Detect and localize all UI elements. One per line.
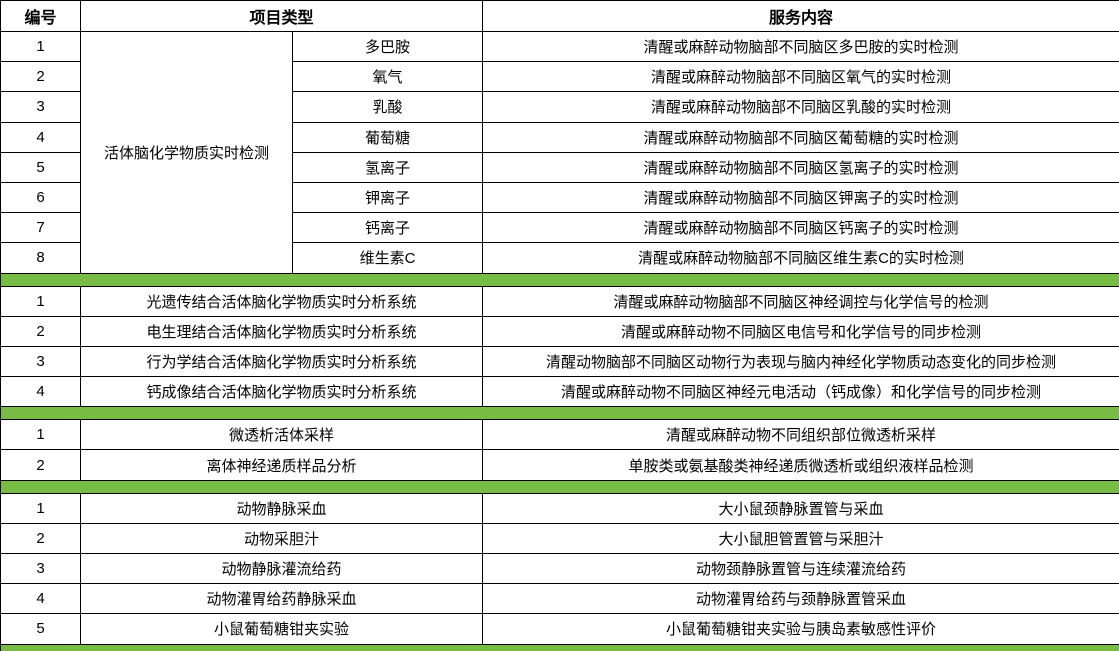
row-number-cell: 2 bbox=[0, 315, 81, 347]
header-project-type: 项目类型 bbox=[79, 0, 484, 32]
project-type-cell: 葡萄糖 bbox=[291, 121, 484, 153]
table-row: 4 钙成像结合活体脑化学物质实时分析系统 清醒或麻醉动物不同脑区神经元电活动（钙… bbox=[0, 376, 1119, 408]
project-type-cell: 钙离子 bbox=[291, 212, 484, 244]
row-number-cell: 1 bbox=[0, 419, 81, 451]
table-row: 6 钾离子 清醒或麻醉动物脑部不同脑区钾离子的实时检测 bbox=[0, 181, 1119, 214]
row-number-cell: 3 bbox=[0, 552, 81, 585]
table-row: 1 微透析活体采样 清醒或麻醉动物不同组织部位微透析采样 bbox=[0, 419, 1119, 451]
row-number-cell: 4 bbox=[0, 376, 81, 408]
service-content-cell: 清醒或麻醉动物脑部不同脑区多巴胺的实时检测 bbox=[482, 30, 1119, 63]
project-type-cell: 钾离子 bbox=[291, 181, 484, 214]
service-content-cell: 动物颈静脉置管与连续灌流给药 bbox=[482, 552, 1119, 585]
project-type-cell: 小鼠葡萄糖钳夹实验 bbox=[79, 613, 484, 645]
service-content-cell: 单胺类或氨基酸类神经递质微透析或组织液样品检测 bbox=[482, 449, 1119, 481]
row-number-cell: 1 bbox=[0, 30, 81, 63]
service-content-cell: 清醒或麻醉动物不同组织部位微透析采样 bbox=[482, 419, 1119, 451]
table-row: 8 维生素C 清醒或麻醉动物脑部不同脑区维生素C的实时检测 bbox=[0, 242, 1119, 274]
row-number-cell: 2 bbox=[0, 449, 81, 481]
row-number-cell: 3 bbox=[0, 91, 81, 123]
project-type-cell: 电生理结合活体脑化学物质实时分析系统 bbox=[79, 315, 484, 347]
row-number-cell: 4 bbox=[0, 121, 81, 153]
project-type-cell: 光遗传结合活体脑化学物质实时分析系统 bbox=[79, 285, 484, 317]
row-number-cell: 1 bbox=[0, 492, 81, 524]
table-row: 5 氢离子 清醒或麻醉动物脑部不同脑区氢离子的实时检测 bbox=[0, 151, 1119, 183]
table-row: 3 乳酸 清醒或麻醉动物脑部不同脑区乳酸的实时检测 bbox=[0, 91, 1119, 123]
row-number-cell: 8 bbox=[0, 242, 81, 274]
service-content-cell: 清醒动物脑部不同脑区动物行为表现与脑内神经化学物质动态变化的同步检测 bbox=[482, 345, 1119, 378]
table-row: 4 动物灌胃给药静脉采血 动物灌胃给药与颈静脉置管采血 bbox=[0, 583, 1119, 615]
service-content-cell: 清醒或麻醉动物脑部不同脑区氢离子的实时检测 bbox=[482, 151, 1119, 183]
project-type-cell: 多巴胺 bbox=[291, 30, 484, 63]
project-type-cell: 动物采胆汁 bbox=[79, 522, 484, 555]
project-type-cell: 动物静脉采血 bbox=[79, 492, 484, 524]
project-type-cell: 离体神经递质样品分析 bbox=[79, 449, 484, 481]
section-separator bbox=[0, 406, 1119, 421]
service-content-cell: 清醒或麻醉动物脑部不同脑区神经调控与化学信号的检测 bbox=[482, 285, 1119, 317]
service-content-cell: 大小鼠颈静脉置管与采血 bbox=[482, 492, 1119, 524]
project-type-cell: 行为学结合活体脑化学物质实时分析系统 bbox=[79, 345, 484, 378]
service-content-cell: 清醒或麻醉动物脑部不同脑区钾离子的实时检测 bbox=[482, 181, 1119, 214]
table-row: 2 离体神经递质样品分析 单胺类或氨基酸类神经递质微透析或组织液样品检测 bbox=[0, 449, 1119, 481]
section-separator bbox=[0, 479, 1119, 494]
project-type-cell: 钙成像结合活体脑化学物质实时分析系统 bbox=[79, 376, 484, 408]
project-type-cell: 乳酸 bbox=[291, 91, 484, 123]
project-type-cell: 动物静脉灌流给药 bbox=[79, 552, 484, 585]
service-content-cell: 动物灌胃给药与颈静脉置管采血 bbox=[482, 583, 1119, 615]
table-row: 1 活体脑化学物质实时检测 多巴胺 清醒或麻醉动物脑部不同脑区多巴胺的实时检测 bbox=[0, 30, 1119, 274]
row-number-cell: 2 bbox=[0, 61, 81, 93]
merged-category-cell: 活体脑化学物质实时检测 bbox=[80, 31, 293, 274]
table-row: 2 电生理结合活体脑化学物质实时分析系统 清醒或麻醉动物不同脑区电信号和化学信号… bbox=[0, 315, 1119, 347]
row-number-cell: 6 bbox=[0, 181, 81, 214]
service-content-cell: 清醒或麻醉动物脑部不同脑区维生素C的实时检测 bbox=[482, 242, 1119, 274]
row-number-cell: 3 bbox=[0, 345, 81, 378]
project-type-cell: 氧气 bbox=[291, 61, 484, 93]
table-row: 5 小鼠葡萄糖钳夹实验 小鼠葡萄糖钳夹实验与胰岛素敏感性评价 bbox=[0, 613, 1119, 645]
service-content-cell: 清醒或麻醉动物脑部不同脑区钙离子的实时检测 bbox=[482, 212, 1119, 244]
row-number-cell: 5 bbox=[0, 151, 81, 183]
service-content-cell: 清醒或麻醉动物脑部不同脑区乳酸的实时检测 bbox=[482, 91, 1119, 123]
project-type-cell: 动物灌胃给药静脉采血 bbox=[79, 583, 484, 615]
header-service-content: 服务内容 bbox=[482, 0, 1119, 32]
table-row: 2 动物采胆汁 大小鼠胆管置管与采胆汁 bbox=[0, 522, 1119, 555]
service-content-cell: 清醒或麻醉动物脑部不同脑区氧气的实时检测 bbox=[482, 61, 1119, 93]
service-content-cell: 小鼠葡萄糖钳夹实验与胰岛素敏感性评价 bbox=[482, 613, 1119, 645]
row-number-cell: 2 bbox=[0, 522, 81, 555]
table-header-row: 编号 项目类型 服务内容 bbox=[0, 0, 1119, 32]
project-type-cell: 微透析活体采样 bbox=[79, 419, 484, 451]
header-id: 编号 bbox=[0, 0, 81, 32]
section-separator bbox=[0, 272, 1119, 287]
table-row: 1 光遗传结合活体脑化学物质实时分析系统 清醒或麻醉动物脑部不同脑区神经调控与化… bbox=[0, 285, 1119, 317]
table-row: 1 动物静脉采血 大小鼠颈静脉置管与采血 bbox=[0, 492, 1119, 524]
project-type-cell: 氢离子 bbox=[291, 151, 484, 183]
service-content-cell: 大小鼠胆管置管与采胆汁 bbox=[482, 522, 1119, 555]
row-number-cell: 7 bbox=[0, 212, 81, 244]
section-separator bbox=[0, 643, 1119, 651]
table-row: 2 氧气 清醒或麻醉动物脑部不同脑区氧气的实时检测 bbox=[0, 61, 1119, 93]
row-number-cell: 1 bbox=[0, 285, 81, 317]
row-number-cell: 5 bbox=[0, 613, 81, 645]
table-row: 3 动物静脉灌流给药 动物颈静脉置管与连续灌流给药 bbox=[0, 552, 1119, 585]
row-number-cell: 4 bbox=[0, 583, 81, 615]
service-content-cell: 清醒或麻醉动物不同脑区神经元电活动（钙成像）和化学信号的同步检测 bbox=[482, 376, 1119, 408]
service-content-cell: 清醒或麻醉动物不同脑区电信号和化学信号的同步检测 bbox=[482, 315, 1119, 347]
service-content-cell: 清醒或麻醉动物脑部不同脑区葡萄糖的实时检测 bbox=[482, 121, 1119, 153]
table-row: 3 行为学结合活体脑化学物质实时分析系统 清醒动物脑部不同脑区动物行为表现与脑内… bbox=[0, 345, 1119, 378]
project-type-cell: 维生素C bbox=[291, 242, 484, 274]
